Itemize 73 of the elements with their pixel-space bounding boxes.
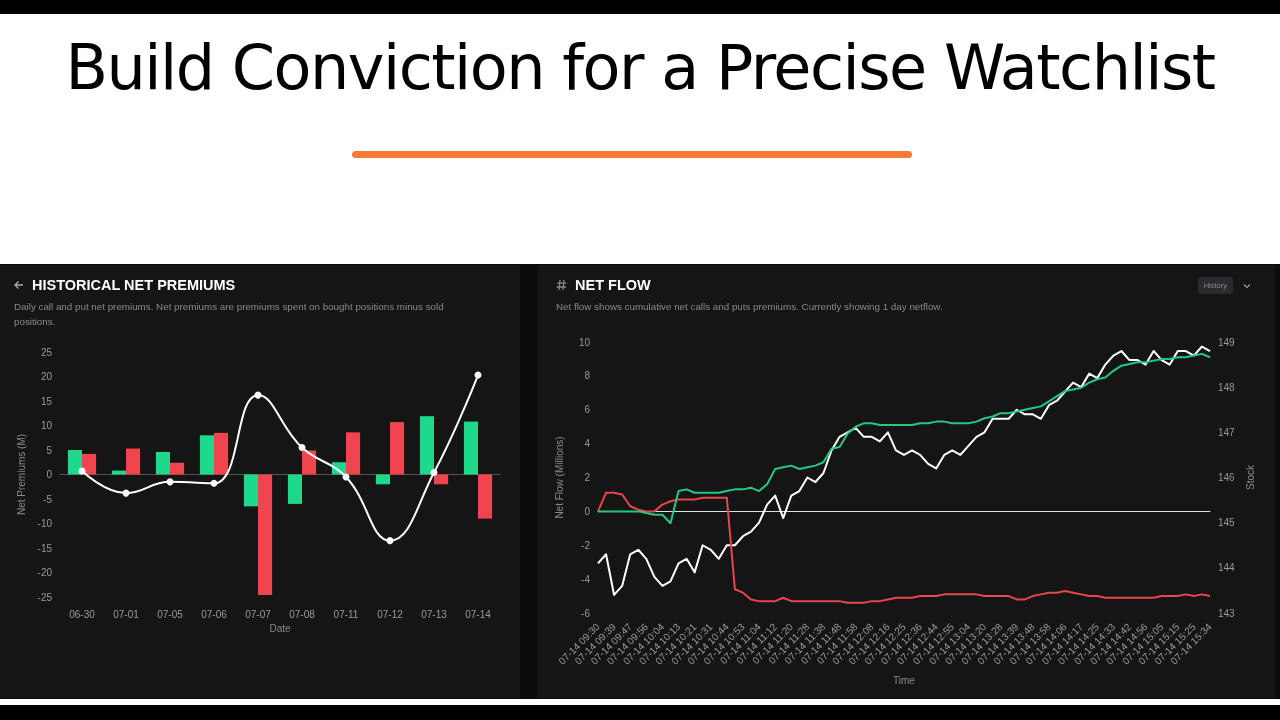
x-tick-label: 07-08 <box>289 608 316 620</box>
x-tick-label: 07-12 <box>377 608 404 620</box>
bar <box>243 474 258 507</box>
line-series <box>597 491 1211 604</box>
bar <box>214 432 229 475</box>
chart-title: HISTORICAL NET PREMIUMS <box>32 277 236 293</box>
y2-tick-label: 145 <box>1218 517 1236 529</box>
x-tick-label: 07-13 <box>421 608 448 620</box>
x-tick-label: 07-11 <box>333 608 359 620</box>
y-tick-label: 20 <box>40 371 53 382</box>
x-tick-label: 07-07 <box>245 608 272 620</box>
x-tick-label: 07-06 <box>201 608 228 620</box>
y-tick-label: -6 <box>581 607 591 619</box>
y2-tick-label: 147 <box>1218 426 1236 438</box>
y2-tick-label: 148 <box>1218 381 1236 393</box>
y-tick-label: 5 <box>46 444 53 456</box>
x-tick-label: 07-14 <box>465 608 492 620</box>
x-axis-title: Date <box>269 623 291 635</box>
bar <box>199 435 214 475</box>
y2-tick-label: 143 <box>1218 607 1236 619</box>
y-tick-label: -20 <box>37 567 53 578</box>
bar <box>155 451 170 475</box>
y-tick-label: 10 <box>40 420 53 431</box>
y-tick-label: 10 <box>578 336 591 348</box>
point <box>210 479 218 487</box>
y-axis-title: Net Flow (Millions) <box>553 436 565 519</box>
y-tick-label: -4 <box>581 573 591 585</box>
point <box>386 537 394 545</box>
bar <box>434 474 449 485</box>
y-axis-title: Net Premiums (M) <box>16 433 28 516</box>
x-tick-label: 07-01 <box>113 608 140 620</box>
bar <box>287 474 302 504</box>
text: Build Conviction for a Precise Watchlist <box>64 30 1216 106</box>
bar <box>375 474 390 485</box>
y-tick-label: -25 <box>37 591 53 603</box>
y-tick-label: -2 <box>581 539 591 551</box>
bar <box>390 422 405 475</box>
chart-subtitle: Net flow shows cumulative net calls and puts premiums. Currently showing 1 day netflow. <box>556 300 944 314</box>
line-series <box>597 352 1211 525</box>
chart-subtitle: Daily call and put net premiums. Net premiums are premiums spent on bought positions minus sold positions. <box>14 300 445 329</box>
x-tick-label: 07-05 <box>157 608 184 620</box>
bar <box>478 474 493 519</box>
bar <box>463 421 478 475</box>
y-tick-label: -10 <box>37 518 53 529</box>
point <box>298 444 306 452</box>
x-tick-label: 06-30 <box>69 608 96 620</box>
y-tick-label: 15 <box>40 395 53 407</box>
line-series <box>597 345 1211 596</box>
bar <box>258 474 273 596</box>
y-tick-label: 8 <box>584 370 591 382</box>
bar <box>346 432 361 475</box>
bar <box>111 470 126 475</box>
bar <box>82 453 97 475</box>
y-tick-label: 0 <box>46 469 53 480</box>
y-tick-label: 6 <box>584 404 591 416</box>
bar <box>67 450 82 475</box>
point <box>430 469 438 477</box>
y2-axis-title: Stock <box>1245 464 1257 491</box>
y-tick-label: 0 <box>584 505 591 517</box>
y-tick-label: 4 <box>584 438 591 450</box>
y2-tick-label: 146 <box>1218 472 1236 483</box>
y-tick-label: -5 <box>43 493 53 505</box>
bar <box>302 450 317 475</box>
y-tick-label: 25 <box>40 346 53 358</box>
bar <box>170 462 185 475</box>
y2-tick-label: 149 <box>1218 336 1236 348</box>
chart-title: NET FLOW <box>575 277 651 293</box>
bar <box>419 416 434 475</box>
y-tick-label: -15 <box>37 542 53 554</box>
y-tick-label: 2 <box>584 472 591 483</box>
y2-tick-label: 144 <box>1218 562 1236 574</box>
x-axis-title: Time <box>893 674 916 686</box>
bar <box>126 448 141 475</box>
